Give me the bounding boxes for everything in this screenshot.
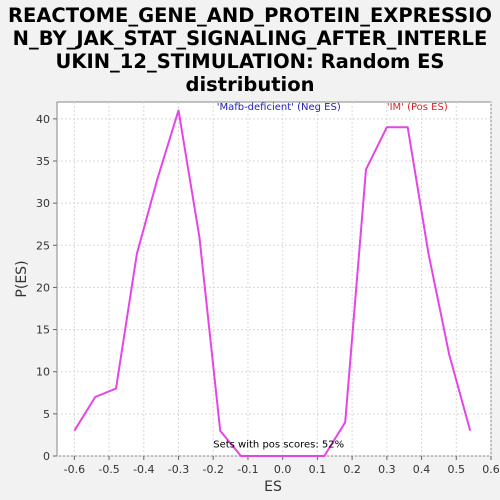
x-tick-label: 0.2 bbox=[343, 463, 361, 476]
plot-area bbox=[56, 101, 492, 457]
x-tick-label: 0.4 bbox=[413, 463, 431, 476]
grid-lines bbox=[57, 102, 492, 457]
x-tick-label: 0.3 bbox=[378, 463, 396, 476]
x-tick-label: -0.1 bbox=[237, 463, 258, 476]
y-tick-label: 40 bbox=[36, 113, 50, 126]
y-tick-label: 20 bbox=[36, 281, 50, 294]
series-group bbox=[73, 109, 472, 457]
annotation-label: 'IM' (Pos ES) bbox=[387, 102, 448, 113]
y-tick-label: 15 bbox=[36, 324, 50, 337]
series-line bbox=[73, 109, 472, 457]
y-axis-label: P(ES) bbox=[14, 260, 30, 297]
axes: -0.6 -0.5 -0.4 -0.3 -0.2 -0.1 0.0 0.1 0.2 0.3 0.4 0… bbox=[36, 113, 500, 476]
y-tick-label: 35 bbox=[36, 155, 50, 168]
chart-title-line-1: REACTOME_GENE_AND_PROTEIN_EXPRESSIO bbox=[7, 4, 492, 27]
x-tick-label: -0.4 bbox=[133, 463, 154, 476]
chart-title-line-2: N_BY_JAK_STAT_SIGNALING_AFTER_INTERLE bbox=[12, 27, 488, 50]
y-tick-label: 5 bbox=[43, 408, 50, 421]
x-tick-label: 0.1 bbox=[309, 463, 327, 476]
x-tick-label: -0.2 bbox=[203, 463, 224, 476]
x-tick-label: -0.5 bbox=[98, 463, 119, 476]
x-tick-label: -0.6 bbox=[64, 463, 85, 476]
x-tick-label: 0.0 bbox=[274, 463, 292, 476]
x-axis-label: ES bbox=[264, 479, 282, 495]
x-tick-label: 0.5 bbox=[448, 463, 466, 476]
y-tick-label: 0 bbox=[43, 450, 50, 463]
x-tick-label: -0.3 bbox=[168, 463, 189, 476]
annotations-group: 'Mafb-deficient' (Neg ES) 'IM' (Pos ES) Se… bbox=[213, 102, 448, 450]
chart-title-line-3: UKIN_12_STIMULATION: Random ES bbox=[55, 50, 445, 73]
annotation-label: Sets with pos scores: 52% bbox=[213, 439, 344, 450]
chart-title-line-4: distribution bbox=[185, 73, 315, 96]
annotation-label: 'Mafb-deficient' (Neg ES) bbox=[217, 102, 341, 113]
y-tick-label: 25 bbox=[36, 239, 50, 252]
y-tick-label: 10 bbox=[36, 366, 50, 379]
y-tick-label: 30 bbox=[36, 197, 50, 210]
x-tick-label: 0.6 bbox=[482, 463, 500, 476]
